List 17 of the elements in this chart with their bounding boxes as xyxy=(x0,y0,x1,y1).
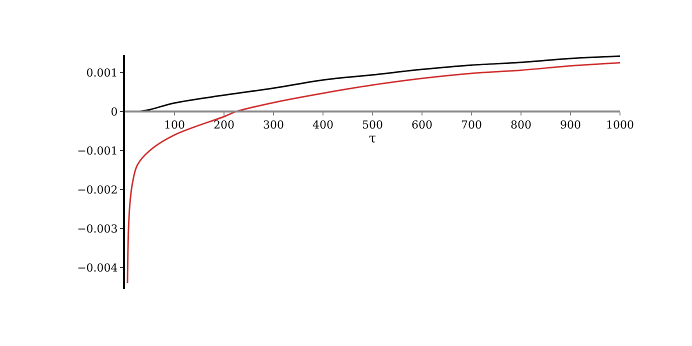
x-tick-label: 100 xyxy=(164,118,185,132)
x-tick-label: 1000 xyxy=(606,118,634,132)
y-tick-label: −0.003 xyxy=(77,222,118,236)
x-tick-label: 300 xyxy=(263,118,284,132)
x-axis-title: τ xyxy=(368,132,376,146)
y-tick-label: 0.001 xyxy=(86,66,118,80)
y-tick-label: 0 xyxy=(110,105,118,118)
x-tick-label: 900 xyxy=(560,118,581,132)
x-tick-label: 600 xyxy=(412,118,432,132)
y-tick-label: −0.004 xyxy=(77,261,118,274)
x-tick-label: 500 xyxy=(362,118,383,132)
y-tick-label: −0.001 xyxy=(77,144,118,158)
x-tick-label: 200 xyxy=(214,118,234,132)
x-tick-label: 800 xyxy=(510,118,532,132)
y-tick-label: −0.002 xyxy=(77,183,118,196)
x-tick-label: 400 xyxy=(312,118,334,132)
x-tick-label: 700 xyxy=(461,118,482,132)
